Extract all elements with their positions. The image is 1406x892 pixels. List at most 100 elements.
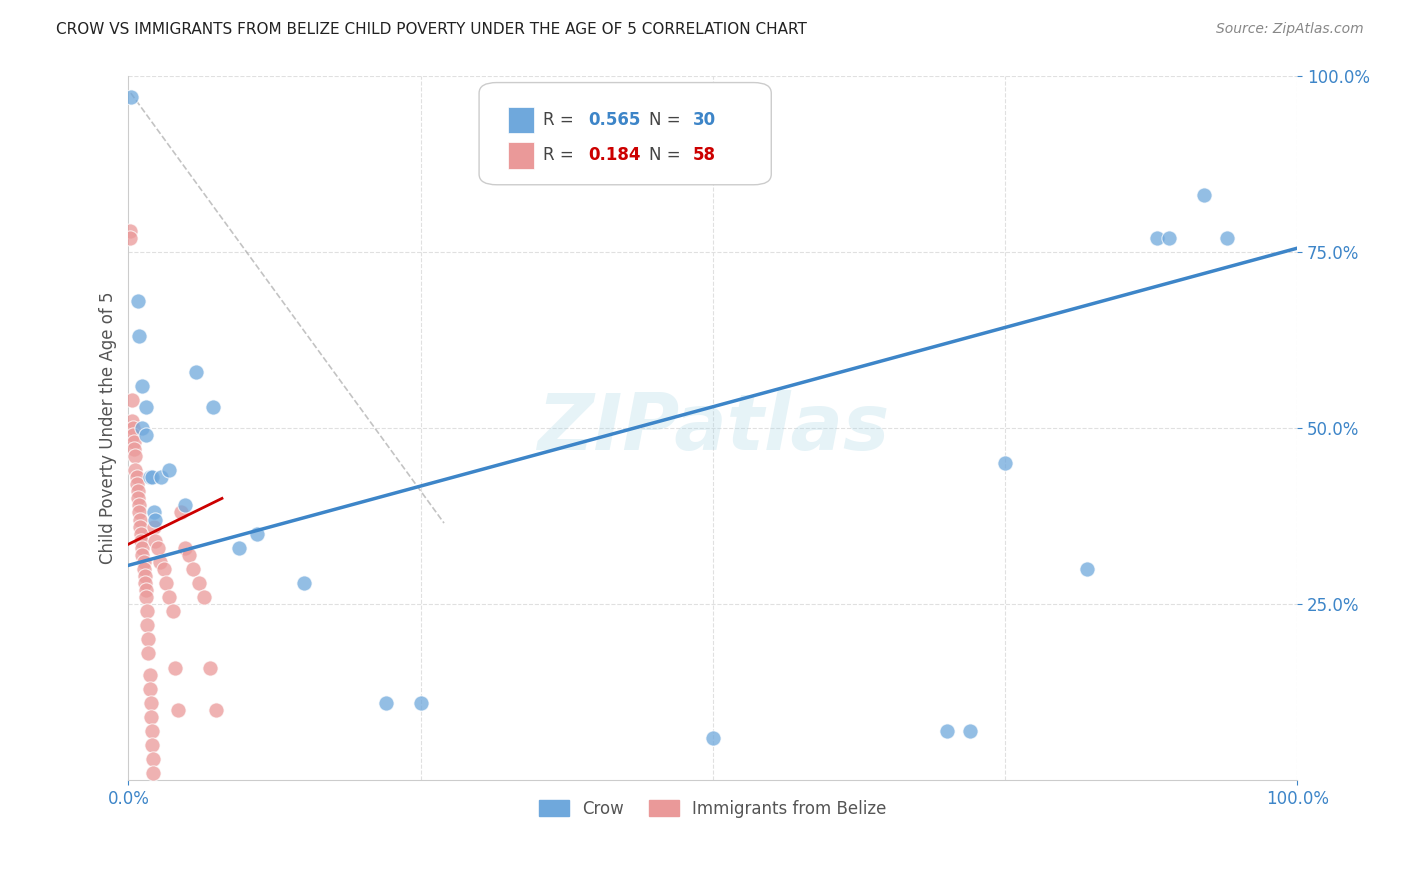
Point: [141, 470, 163, 484]
Text: N =: N =: [648, 111, 686, 129]
Point: [121, 414, 143, 428]
Bar: [509, 106, 534, 133]
Point: [146, 541, 169, 555]
Point: [179, 548, 201, 562]
Point: [143, 506, 166, 520]
Point: [131, 421, 153, 435]
Point: [1146, 230, 1168, 244]
Y-axis label: Child Poverty Under the Age of 5: Child Poverty Under the Age of 5: [100, 292, 117, 564]
Point: [132, 555, 155, 569]
Point: [128, 506, 150, 520]
Point: [135, 428, 157, 442]
Text: Source: ZipAtlas.com: Source: ZipAtlas.com: [1216, 22, 1364, 37]
Point: [136, 618, 159, 632]
Text: R =: R =: [543, 111, 579, 129]
Point: [124, 463, 146, 477]
Point: [135, 400, 157, 414]
Point: [131, 526, 153, 541]
Point: [186, 365, 208, 379]
Point: [131, 548, 153, 562]
Bar: [509, 142, 534, 169]
Point: [127, 293, 149, 308]
Point: [152, 562, 174, 576]
Text: CROW VS IMMIGRANTS FROM BELIZE CHILD POVERTY UNDER THE AGE OF 5 CORRELATION CHAR: CROW VS IMMIGRANTS FROM BELIZE CHILD POV…: [56, 22, 807, 37]
Point: [139, 710, 162, 724]
Point: [201, 400, 224, 414]
Text: ZIPatlas: ZIPatlas: [537, 390, 889, 466]
Point: [124, 435, 146, 450]
Point: [149, 555, 172, 569]
Point: [143, 533, 166, 548]
Point: [138, 632, 160, 647]
Point: [157, 463, 180, 477]
Point: [374, 696, 396, 710]
Point: [994, 456, 1017, 470]
Point: [122, 421, 145, 435]
Point: [162, 604, 184, 618]
Point: [173, 541, 195, 555]
Point: [157, 590, 180, 604]
Point: [138, 667, 160, 681]
Point: [122, 428, 145, 442]
Point: [138, 470, 160, 484]
Point: [173, 499, 195, 513]
Point: [292, 576, 315, 591]
Point: [128, 499, 150, 513]
Point: [131, 541, 153, 555]
Point: [1076, 562, 1098, 576]
Point: [1192, 188, 1215, 202]
Point: [246, 526, 269, 541]
Point: [170, 506, 193, 520]
Point: [1216, 230, 1239, 244]
Point: [131, 533, 153, 548]
Point: [120, 89, 142, 103]
Point: [165, 660, 187, 674]
Point: [118, 230, 141, 244]
Text: R =: R =: [543, 146, 579, 164]
Point: [143, 512, 166, 526]
Point: [129, 519, 152, 533]
Point: [228, 541, 250, 555]
Point: [139, 696, 162, 710]
Point: [166, 703, 188, 717]
Point: [141, 723, 163, 738]
Point: [124, 449, 146, 463]
Point: [138, 647, 160, 661]
Point: [121, 392, 143, 407]
Point: [187, 576, 209, 591]
Text: 30: 30: [693, 111, 716, 129]
Point: [138, 681, 160, 696]
Point: [155, 576, 177, 591]
Point: [143, 519, 166, 533]
Point: [125, 477, 148, 491]
Legend: Crow, Immigrants from Belize: Crow, Immigrants from Belize: [533, 794, 893, 825]
Point: [409, 696, 432, 710]
Text: 0.565: 0.565: [588, 111, 640, 129]
Point: [205, 703, 228, 717]
Point: [124, 442, 146, 456]
Text: N =: N =: [648, 146, 686, 164]
Point: [702, 731, 724, 745]
FancyBboxPatch shape: [479, 83, 772, 185]
Point: [129, 512, 152, 526]
Point: [1157, 230, 1180, 244]
Point: [135, 582, 157, 597]
Point: [118, 223, 141, 237]
Point: [132, 562, 155, 576]
Point: [142, 752, 165, 766]
Point: [959, 723, 981, 738]
Point: [135, 590, 157, 604]
Point: [142, 766, 165, 780]
Point: [127, 491, 149, 506]
Point: [193, 590, 215, 604]
Point: [128, 329, 150, 343]
Text: 0.184: 0.184: [588, 146, 640, 164]
Point: [125, 470, 148, 484]
Point: [136, 604, 159, 618]
Point: [181, 562, 204, 576]
Point: [131, 378, 153, 392]
Point: [935, 723, 957, 738]
Point: [150, 470, 173, 484]
Point: [141, 738, 163, 752]
Point: [127, 484, 149, 499]
